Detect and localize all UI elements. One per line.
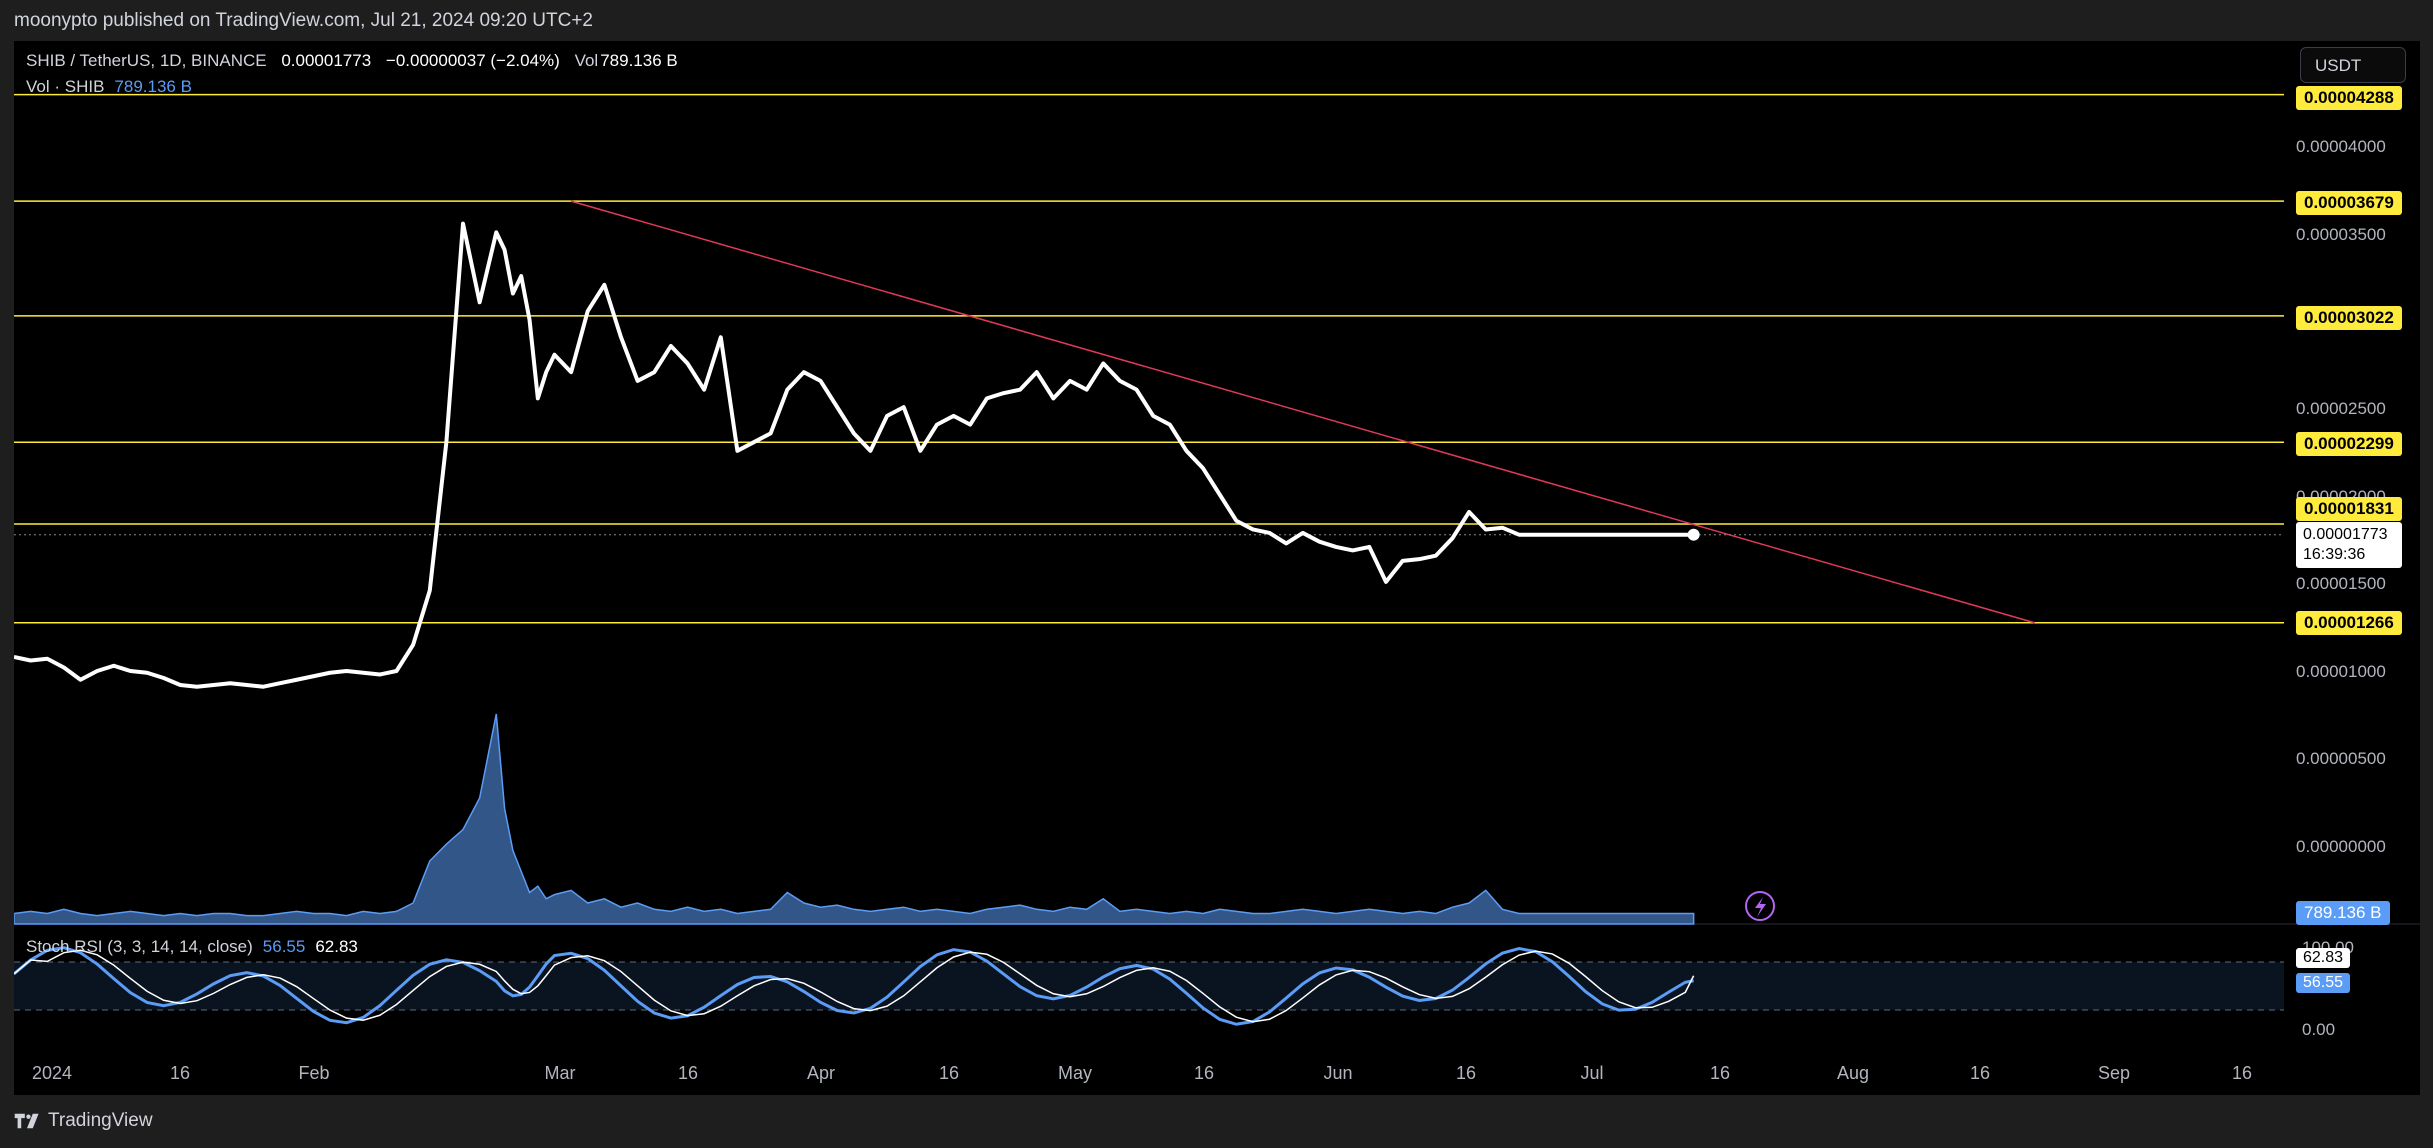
level-label: 0.00001266 <box>2296 611 2402 635</box>
time-tick: Jun <box>1323 1063 1353 1083</box>
volume-area <box>14 713 1695 925</box>
time-tick: Feb <box>298 1063 330 1083</box>
level-label: 0.00001831 <box>2296 497 2402 521</box>
time-tick: 16 <box>677 1063 699 1083</box>
alert-lightning-icon <box>1745 891 1775 921</box>
symbol-legend: SHIB / TetherUS, 1D, BINANCE 0.00001773 … <box>26 51 678 71</box>
volume-value: 789.136 B <box>600 51 678 70</box>
volume-indicator-label: Vol · SHIB <box>26 77 105 96</box>
volume-axis-badge: 789.136 B <box>2296 901 2390 925</box>
current-price-badge: 0.00001773 16:39:36 <box>2296 522 2402 568</box>
time-tick: 16 <box>1709 1063 1731 1083</box>
chart-area[interactable]: SHIB / TetherUS, 1D, BINANCE 0.00001773 … <box>14 41 2420 1095</box>
time-tick: 16 <box>1969 1063 1991 1083</box>
volume-indicator-value: 789.136 B <box>114 77 192 96</box>
stoch-k-badge: 56.55 <box>2296 973 2351 993</box>
descending-trend-line <box>570 200 2035 624</box>
stoch-d-line <box>14 949 1695 1023</box>
level-label: 0.00004288 <box>2296 86 2402 110</box>
last-price-dot <box>1687 528 1700 541</box>
alert-lightning-glyph <box>1755 897 1766 917</box>
stoch-tick-bottom: 0.00 <box>2302 1020 2336 1039</box>
time-tick: 16 <box>1193 1063 1215 1083</box>
time-tick: 16 <box>2231 1063 2253 1083</box>
stoch-rsi-title: Stoch RSI (3, 3, 14, 14, close) <box>26 937 253 956</box>
published-by-text: moonypto published on TradingView.com, J… <box>14 10 593 31</box>
time-tick: 16 <box>1455 1063 1477 1083</box>
level-label: 0.00003022 <box>2296 306 2402 330</box>
price-tick: 0.00001500 <box>2296 574 2386 593</box>
tradingview-logo-icon <box>14 1113 39 1129</box>
price-tick: 0.00001000 <box>2296 662 2386 681</box>
bar-countdown: 16:39:36 <box>2303 546 2366 563</box>
level-label: 0.00003679 <box>2296 191 2402 215</box>
price-change: −0.00000037 (−2.04%) <box>385 51 560 70</box>
time-tick: Aug <box>1836 1063 1870 1083</box>
stoch-rsi-legend[interactable]: Stoch RSI (3, 3, 14, 14, close) 56.55 62.8… <box>26 937 358 957</box>
time-tick: 2024 <box>31 1063 73 1083</box>
footer-brand-label: TradingView <box>48 1110 153 1131</box>
price-tick: 0.00002500 <box>2296 399 2386 418</box>
price-tick: 0.00004000 <box>2296 137 2386 156</box>
current-price-value: 0.00001773 <box>2303 526 2388 543</box>
price-tick: 0.00003500 <box>2296 225 2386 244</box>
time-tick: 16 <box>169 1063 191 1083</box>
chart-canvas[interactable] <box>14 41 2420 1095</box>
time-tick: Apr <box>806 1063 836 1083</box>
stoch-k-line <box>14 946 1694 1026</box>
price-tick: 0.00000500 <box>2296 749 2386 768</box>
time-tick: Mar <box>544 1063 576 1083</box>
stoch-k-value: 56.55 <box>262 937 306 956</box>
time-tick: May <box>1057 1063 1093 1083</box>
time-tick: Sep <box>2097 1063 2131 1083</box>
volume-label: Vol <box>574 51 599 70</box>
stoch-d-badge: 62.83 <box>2296 948 2351 968</box>
currency-button[interactable]: USDT <box>2300 47 2406 83</box>
price-line <box>14 221 1694 689</box>
level-label: 0.00002299 <box>2296 432 2402 456</box>
volume-indicator-legend[interactable]: Vol · SHIB 789.136 B <box>26 77 192 97</box>
time-tick: 16 <box>938 1063 960 1083</box>
stoch-d-value: 62.83 <box>315 937 358 956</box>
footer-brand[interactable]: TradingView <box>14 1110 153 1132</box>
price-tick: 0.00000000 <box>2296 837 2386 856</box>
last-price: 0.00001773 <box>281 51 372 70</box>
time-tick: Jul <box>1580 1063 1604 1083</box>
stoch-band <box>14 962 2284 1010</box>
symbol-label[interactable]: SHIB / TetherUS, 1D, BINANCE <box>26 51 267 70</box>
